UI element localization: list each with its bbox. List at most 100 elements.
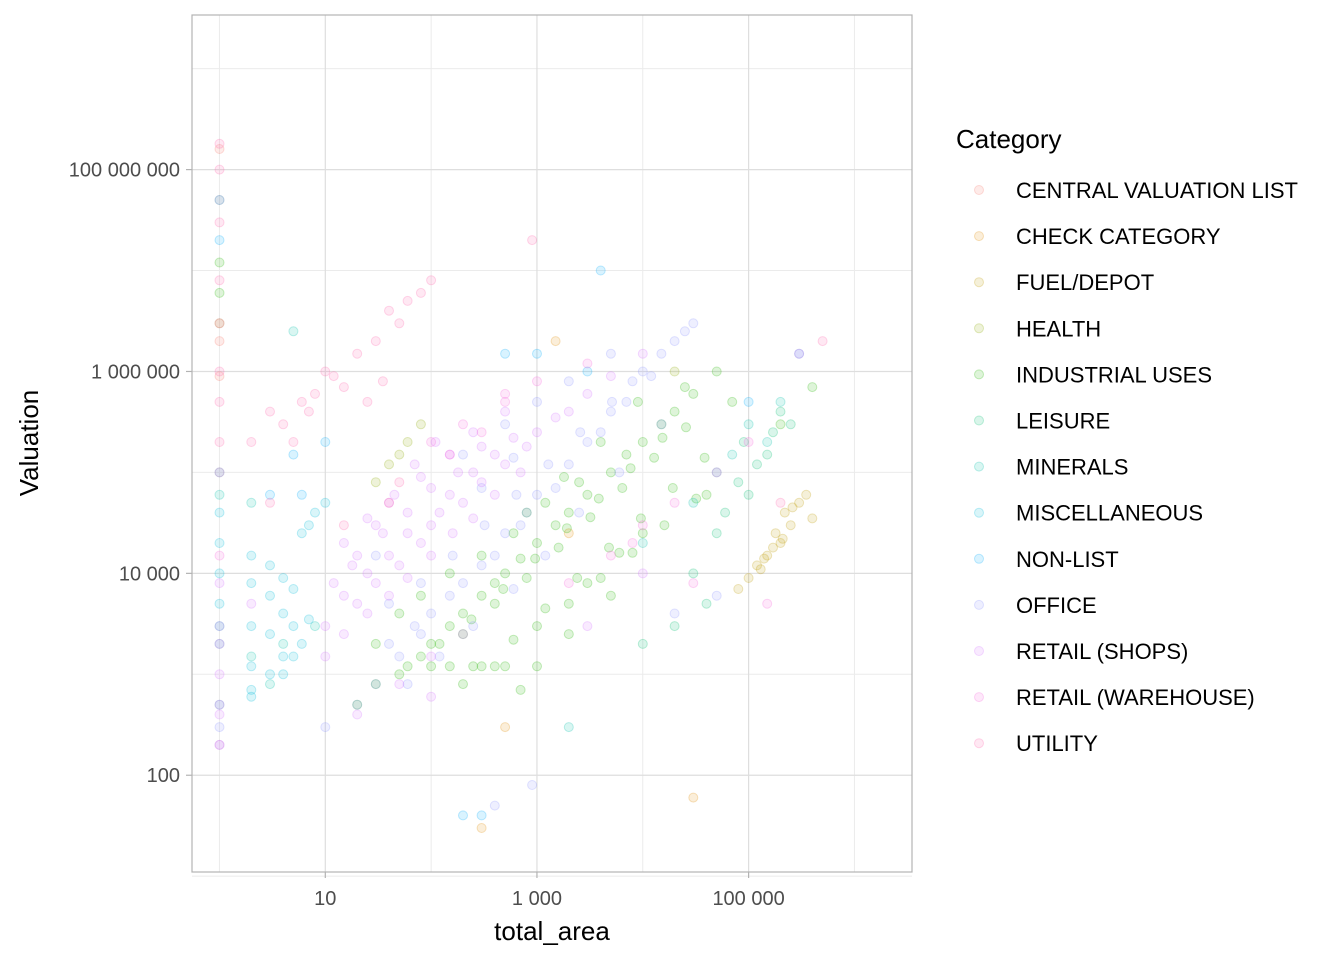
data-point bbox=[762, 550, 773, 561]
data-point bbox=[320, 651, 331, 662]
data-point bbox=[646, 371, 657, 382]
data-point bbox=[656, 419, 667, 430]
data-point bbox=[402, 573, 413, 583]
data-point bbox=[296, 489, 307, 500]
data-point bbox=[625, 463, 636, 474]
data-point bbox=[214, 217, 225, 228]
data-point bbox=[768, 427, 778, 438]
data-point bbox=[627, 376, 638, 387]
data-point bbox=[637, 568, 648, 579]
data-point bbox=[637, 528, 648, 539]
data-point bbox=[691, 493, 702, 504]
data-point bbox=[621, 396, 632, 407]
legend-key bbox=[974, 231, 984, 242]
data-point bbox=[384, 459, 394, 470]
data-point bbox=[214, 739, 225, 750]
data-point bbox=[338, 520, 349, 531]
data-point bbox=[500, 722, 511, 733]
legend-label: HEALTH bbox=[1016, 316, 1101, 341]
y-tick-label: 10 000 bbox=[119, 563, 180, 585]
data-point bbox=[426, 651, 437, 662]
data-point bbox=[752, 459, 762, 470]
data-point bbox=[444, 568, 455, 579]
data-point bbox=[426, 691, 437, 702]
data-point bbox=[595, 437, 606, 447]
data-point bbox=[476, 477, 487, 488]
data-point bbox=[807, 382, 818, 393]
data-point bbox=[595, 573, 606, 583]
data-point bbox=[246, 437, 257, 447]
data-point bbox=[667, 483, 678, 493]
data-point bbox=[370, 336, 381, 347]
data-point bbox=[214, 578, 225, 589]
data-point bbox=[489, 449, 500, 460]
data-point bbox=[458, 578, 468, 589]
data-point bbox=[762, 437, 773, 447]
data-point bbox=[458, 419, 468, 430]
data-point bbox=[394, 477, 405, 488]
data-point bbox=[444, 449, 455, 460]
data-point bbox=[458, 608, 468, 619]
legend-label: LEISURE bbox=[1016, 409, 1110, 434]
data-point bbox=[500, 406, 511, 417]
data-point bbox=[214, 195, 225, 205]
data-point bbox=[415, 538, 426, 548]
data-point bbox=[489, 489, 500, 500]
data-point bbox=[296, 396, 307, 407]
data-point bbox=[543, 459, 554, 470]
data-point bbox=[637, 348, 648, 359]
data-point bbox=[214, 638, 225, 649]
data-point bbox=[352, 699, 363, 710]
data-point bbox=[743, 573, 754, 583]
legend-key bbox=[974, 185, 984, 195]
data-point bbox=[515, 684, 526, 695]
data-point bbox=[563, 578, 574, 589]
data-point bbox=[711, 590, 722, 601]
data-point bbox=[328, 578, 339, 589]
data-point bbox=[563, 459, 574, 470]
data-point bbox=[582, 621, 593, 632]
data-point bbox=[572, 573, 583, 583]
data-point bbox=[214, 195, 225, 205]
data-point bbox=[214, 371, 225, 382]
data-points bbox=[214, 138, 828, 833]
data-point bbox=[310, 507, 320, 518]
data-point bbox=[688, 792, 699, 803]
data-point bbox=[415, 419, 426, 430]
data-point bbox=[352, 550, 363, 561]
legend-label: OFFICE bbox=[1016, 593, 1097, 618]
data-point bbox=[246, 684, 257, 695]
data-point bbox=[787, 502, 798, 513]
data-point bbox=[727, 449, 738, 460]
data-point bbox=[561, 523, 572, 534]
data-point bbox=[669, 497, 680, 508]
data-point bbox=[489, 800, 500, 811]
data-point bbox=[527, 235, 538, 246]
data-point bbox=[532, 376, 542, 387]
data-point bbox=[574, 477, 585, 488]
data-point bbox=[489, 578, 500, 589]
panel-background bbox=[192, 15, 912, 872]
data-point bbox=[453, 467, 464, 478]
data-point bbox=[338, 382, 349, 393]
data-point bbox=[458, 497, 468, 508]
data-point bbox=[752, 560, 762, 571]
data-point bbox=[303, 614, 314, 625]
data-point bbox=[794, 348, 805, 359]
legend-key bbox=[974, 692, 984, 703]
data-point bbox=[246, 661, 257, 672]
data-point bbox=[632, 396, 643, 407]
data-point bbox=[384, 497, 394, 508]
data-point bbox=[265, 560, 275, 571]
data-point bbox=[476, 560, 487, 571]
data-point bbox=[288, 621, 299, 632]
data-point bbox=[214, 709, 225, 720]
data-point bbox=[711, 528, 722, 539]
data-point bbox=[214, 396, 225, 407]
data-point bbox=[320, 621, 331, 632]
data-point bbox=[649, 452, 660, 463]
data-point bbox=[476, 427, 487, 438]
legend: CENTRAL VALUATION LIST CHECK CATEGORY FUEL… bbox=[974, 178, 1298, 756]
data-point bbox=[559, 472, 569, 482]
legend-label: NON-LIST bbox=[1016, 547, 1119, 572]
